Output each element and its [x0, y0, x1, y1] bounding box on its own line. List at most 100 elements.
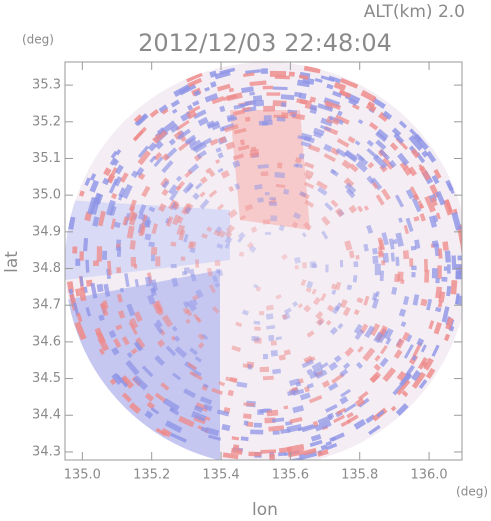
- speckle: [287, 390, 296, 396]
- speckle: [311, 288, 317, 295]
- speckle: [203, 137, 213, 146]
- speckle: [141, 214, 148, 223]
- speckle: [301, 359, 315, 369]
- speckle: [411, 197, 422, 213]
- speckle: [149, 109, 160, 118]
- speckle: [184, 206, 192, 215]
- x-tick-label: 136.0: [410, 468, 447, 483]
- speckle: [362, 347, 376, 362]
- speckle: [165, 216, 174, 227]
- speckle: [371, 181, 379, 190]
- speckle: [379, 270, 385, 282]
- speckle: [353, 323, 363, 335]
- speckle: [168, 138, 176, 146]
- speckle: [321, 230, 329, 240]
- speckle: [303, 135, 315, 144]
- speckle: [344, 346, 355, 357]
- speckle: [309, 371, 319, 380]
- speckle: [392, 381, 406, 396]
- speckle: [321, 215, 331, 226]
- speckle: [394, 194, 405, 208]
- speckle: [254, 326, 261, 331]
- speckle: [102, 177, 110, 186]
- speckle: [241, 106, 251, 112]
- speckle: [303, 304, 312, 313]
- radar-field: [65, 62, 462, 460]
- speckle: [283, 188, 290, 195]
- speckle: [455, 264, 462, 280]
- speckle: [395, 338, 405, 349]
- speckle: [268, 334, 275, 342]
- speckle: [224, 236, 233, 245]
- speckle: [199, 198, 210, 210]
- speckle: [185, 318, 191, 325]
- speckle: [265, 313, 274, 320]
- speckle: [382, 110, 393, 120]
- speckle: [78, 287, 87, 302]
- speckle: [405, 217, 414, 233]
- speckle: [304, 199, 315, 208]
- speckle: [341, 159, 352, 170]
- speckle: [192, 109, 207, 120]
- speckle: [219, 105, 226, 113]
- speckle: [433, 321, 442, 335]
- speckle: [278, 354, 286, 361]
- speckle: [328, 361, 339, 371]
- speckle: [146, 401, 156, 410]
- speckle: [344, 149, 358, 162]
- speckle: [89, 179, 100, 193]
- speckle: [278, 446, 292, 454]
- speckle: [225, 141, 236, 150]
- speckle: [455, 295, 462, 305]
- speckle: [121, 336, 130, 346]
- speckle: [186, 183, 194, 192]
- speckle: [272, 430, 280, 435]
- speckle: [118, 187, 126, 198]
- speckle: [204, 93, 219, 103]
- speckle: [233, 103, 246, 110]
- speckle: [265, 304, 274, 311]
- speckle: [364, 325, 375, 339]
- speckle: [437, 248, 443, 259]
- speckle: [334, 114, 350, 125]
- speckle: [418, 379, 428, 390]
- speckle: [431, 174, 440, 185]
- speckle: [274, 75, 290, 80]
- speckle: [400, 279, 405, 284]
- speckle: [388, 159, 397, 168]
- speckle: [382, 157, 395, 170]
- speckle: [373, 363, 382, 372]
- speckle: [170, 335, 177, 341]
- speckle: [366, 139, 374, 147]
- speckle: [231, 436, 240, 441]
- speckle: [298, 74, 309, 80]
- speckle: [300, 141, 312, 148]
- speckle: [353, 309, 360, 316]
- speckle: [156, 319, 163, 328]
- speckle: [410, 148, 420, 159]
- speckle: [249, 91, 255, 96]
- speckle: [206, 267, 213, 277]
- speckle: [75, 258, 81, 266]
- speckle: [224, 243, 230, 249]
- speckle: [264, 192, 270, 196]
- speckle: [395, 256, 400, 266]
- speckle: [248, 451, 262, 457]
- speckle: [173, 335, 181, 342]
- speckle: [317, 449, 329, 457]
- speckle: [445, 179, 454, 192]
- speckle: [192, 298, 198, 306]
- speckle: [281, 314, 288, 320]
- speckle: [335, 281, 342, 291]
- speckle: [420, 298, 428, 307]
- speckle: [354, 328, 365, 341]
- speckle: [183, 267, 191, 274]
- speckle: [403, 224, 410, 235]
- speckle: [402, 166, 413, 176]
- speckle: [275, 336, 283, 341]
- speckle: [309, 439, 323, 448]
- speckle: [323, 143, 333, 153]
- speckle: [315, 369, 328, 380]
- speckle: [72, 302, 80, 317]
- speckle: [438, 291, 446, 303]
